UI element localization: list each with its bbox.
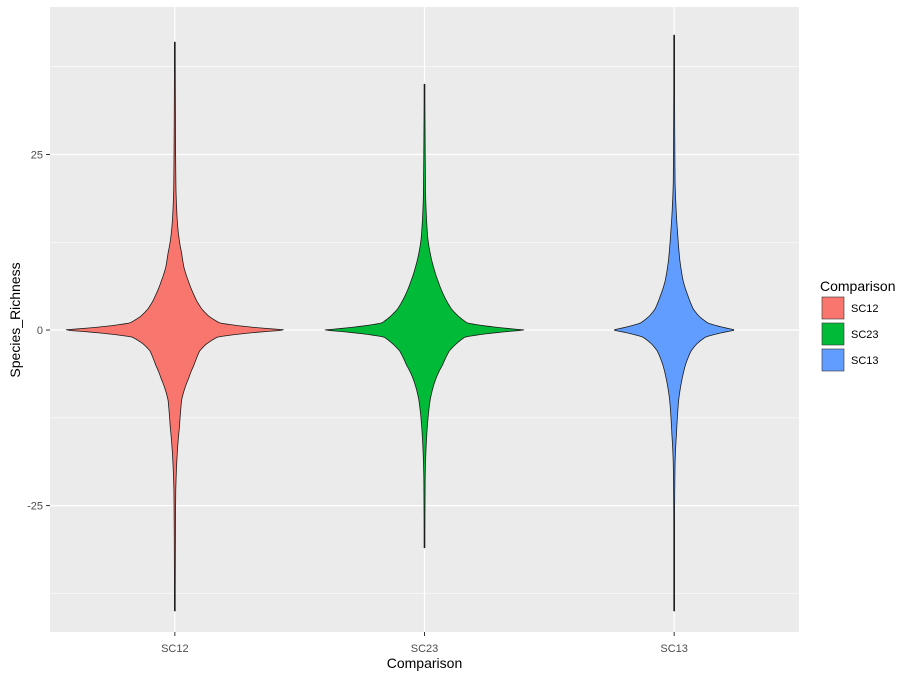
legend-key-sc13 <box>821 348 845 372</box>
x-tick-label: SC23 <box>411 643 439 655</box>
y-tick-label: 25 <box>31 149 43 161</box>
legend-key-sc23 <box>821 322 845 346</box>
y-tick-label: -25 <box>27 501 43 513</box>
x-tick-label: SC12 <box>161 643 189 655</box>
legend: Comparison SC12 SC23 SC13 <box>820 278 895 372</box>
violin-sc23 <box>324 83 525 549</box>
legend-key-sc12 <box>821 296 845 320</box>
legend-title: Comparison <box>820 278 895 294</box>
violin-sc13 <box>614 34 735 612</box>
legend-label-sc12: SC12 <box>851 303 879 315</box>
violins <box>65 34 735 612</box>
y-tick-label: 0 <box>37 325 43 337</box>
y-axis: -25 0 25 <box>27 149 50 513</box>
x-axis: SC12 SC23 SC13 <box>161 632 688 655</box>
legend-label-sc23: SC23 <box>851 329 879 341</box>
x-tick-label: SC13 <box>660 643 688 655</box>
violin-sc12 <box>65 41 284 612</box>
y-axis-title: Species_Richness <box>7 262 23 377</box>
legend-label-sc13: SC13 <box>851 355 879 367</box>
x-axis-title: Comparison <box>387 655 462 671</box>
